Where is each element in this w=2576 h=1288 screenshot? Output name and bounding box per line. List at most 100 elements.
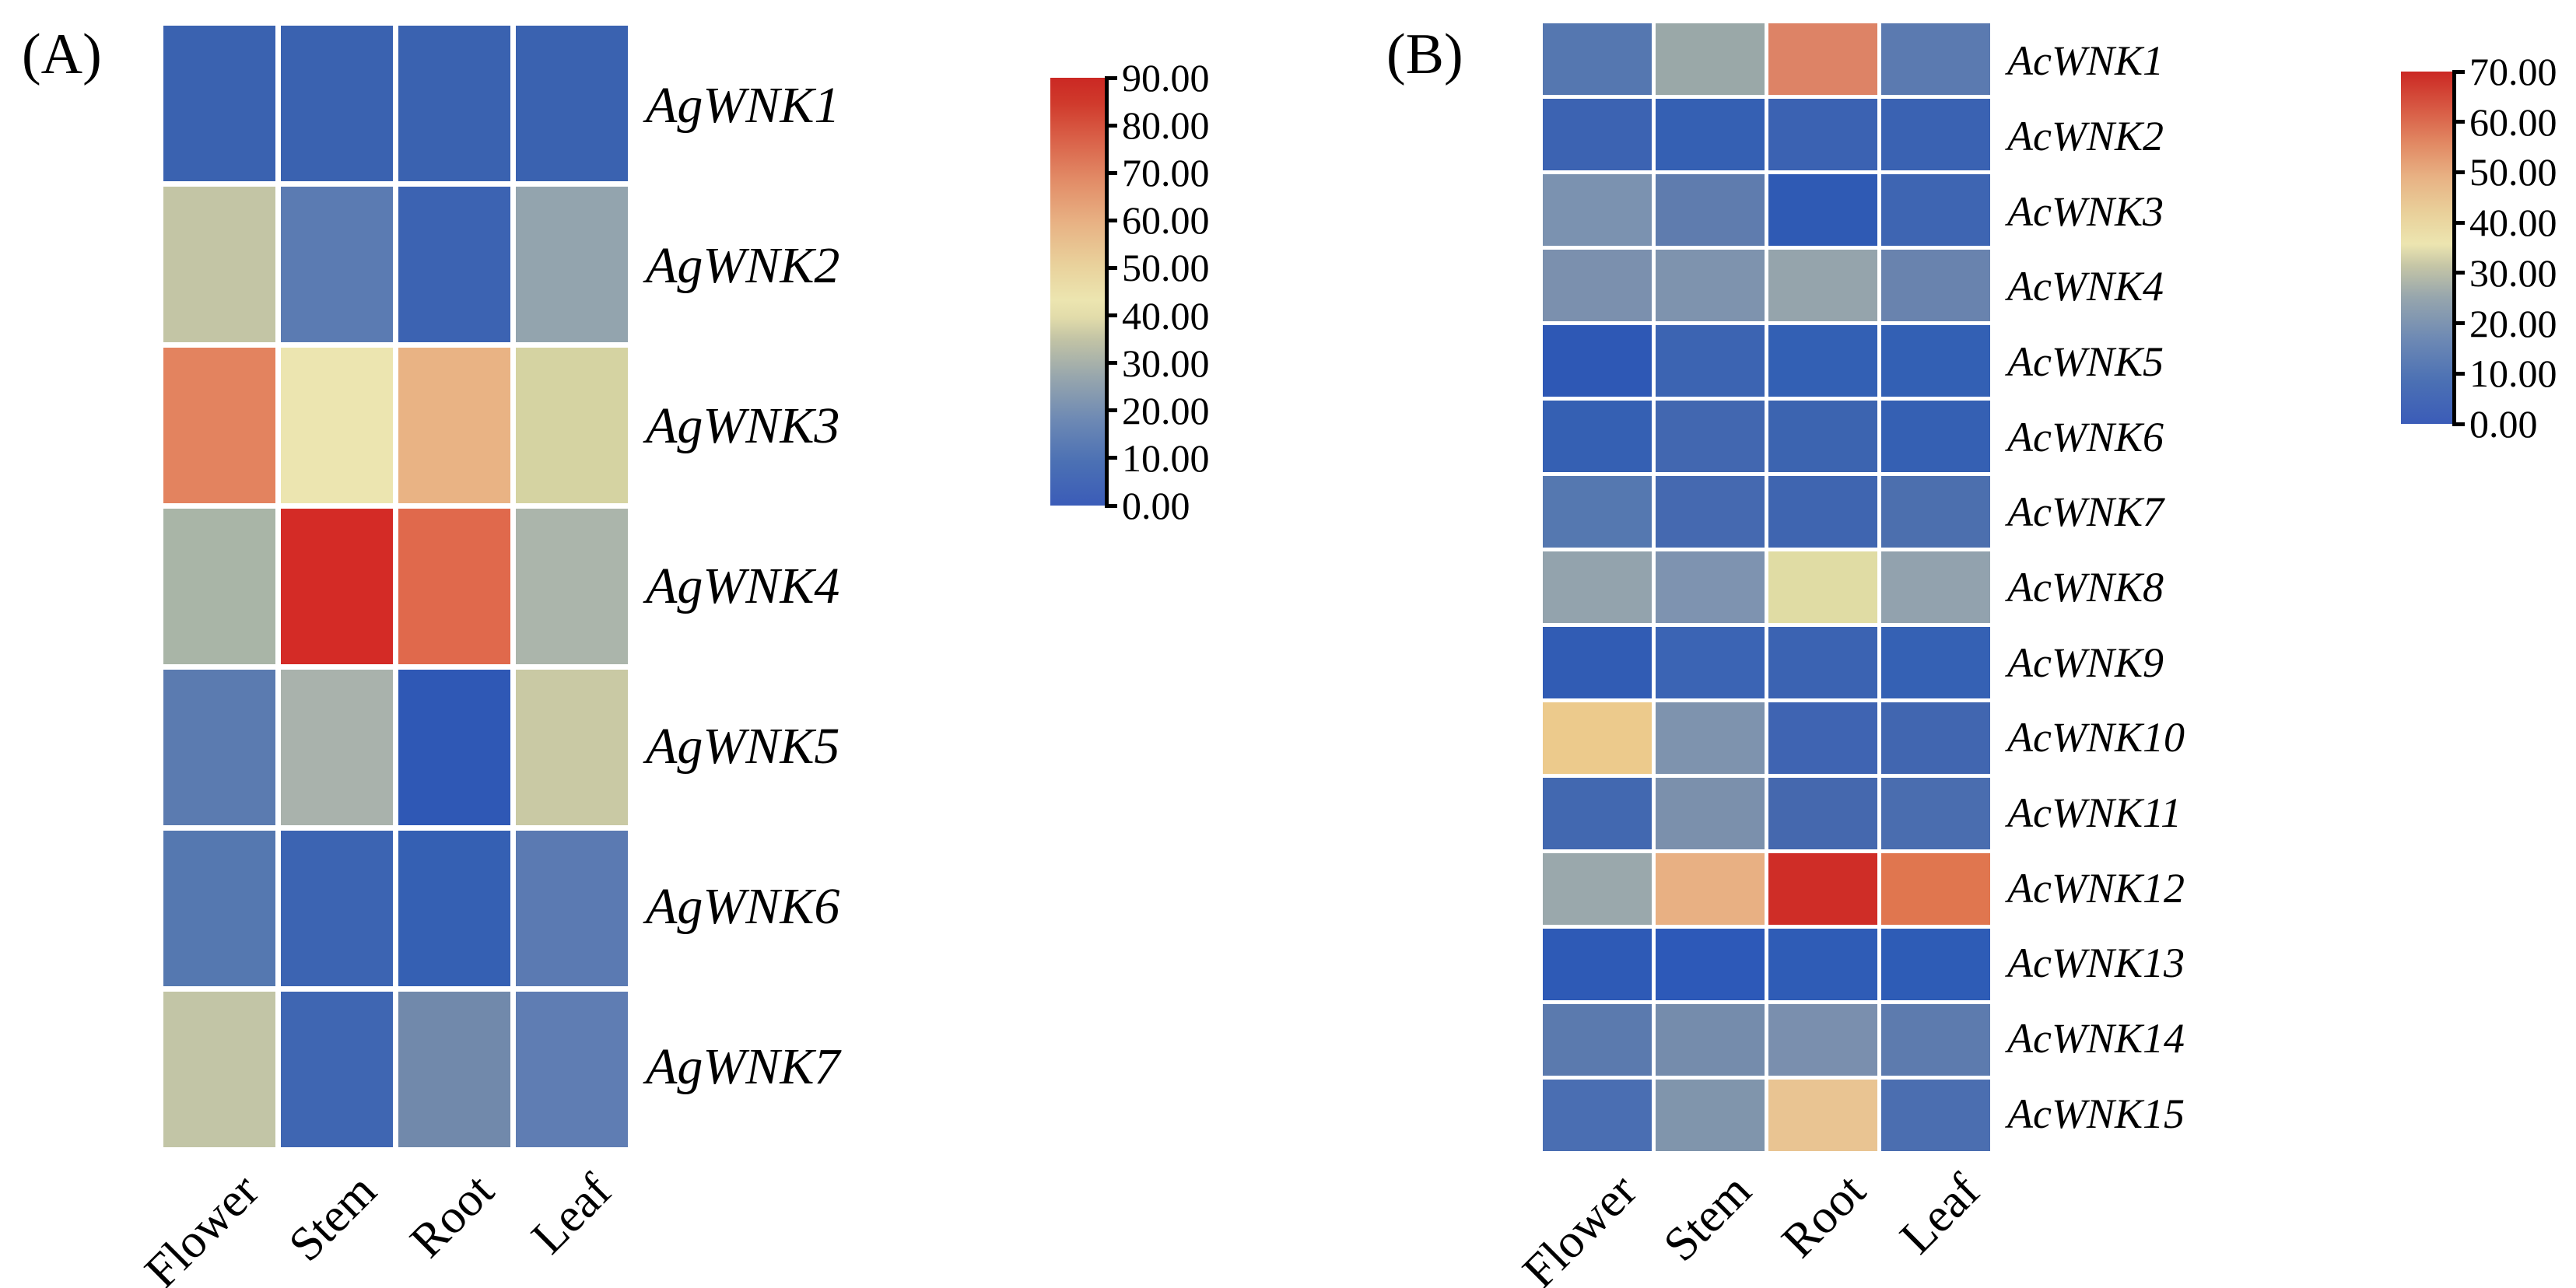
heatmap-cell-AcWNK5-Leaf bbox=[1881, 325, 1990, 397]
heatmap-cell-AcWNK4-Flower bbox=[1543, 250, 1652, 321]
tick-label: 80.00 bbox=[1122, 103, 1210, 148]
heatmap-cell-AcWNK9-Stem bbox=[1656, 627, 1765, 698]
tick-mark bbox=[1105, 123, 1117, 128]
colorbar-tick-0.00: 0.00 bbox=[2452, 404, 2538, 443]
row-label-AcWNK6: AcWNK6 bbox=[2007, 413, 2164, 460]
row-label-AgWNK7: AgWNK7 bbox=[646, 1038, 840, 1095]
colorbar-tick-30.00: 30.00 bbox=[2452, 254, 2557, 292]
heatmap-cell-AcWNK13-Leaf bbox=[1881, 929, 1990, 1000]
heatmap-cell-AcWNK3-Flower bbox=[1543, 174, 1652, 246]
colorbar-tick-70.00: 70.00 bbox=[1105, 153, 1210, 192]
heatmap-cell-AcWNK4-Stem bbox=[1656, 250, 1765, 321]
heatmap-cell-AgWNK3-Leaf bbox=[516, 348, 628, 503]
colorbar-tick-40.00: 40.00 bbox=[2452, 203, 2557, 242]
heatmap-cell-AgWNK1-Stem bbox=[281, 26, 393, 181]
tick-mark bbox=[2452, 371, 2465, 376]
panel-a-colorbar: 90.00 80.00 70.00 60.00 50.00 40.00 30.00 20.00… bbox=[1050, 58, 1210, 525]
tick-mark bbox=[1105, 456, 1117, 460]
colorbar-tick-60.00: 60.00 bbox=[2452, 103, 2557, 142]
tick-mark bbox=[2452, 170, 2465, 174]
panel-a-label: (A) bbox=[22, 23, 102, 86]
colorbar-tick-80.00: 80.00 bbox=[1105, 106, 1210, 145]
panel-a-gene-labels: AgWNK1 AgWNK2 AgWNK3 AgWNK4 AgWNK5 AgWNK6 AgWN… bbox=[646, 26, 839, 1147]
tick-mark bbox=[1105, 408, 1117, 413]
heatmap-cell-AgWNK4-Leaf bbox=[516, 509, 628, 664]
panel-a-heatmap-grid bbox=[163, 26, 628, 1147]
heatmap-cell-AcWNK7-Stem bbox=[1656, 476, 1765, 548]
heatmap-cell-AcWNK13-Stem bbox=[1656, 929, 1765, 1000]
heatmap-cell-AgWNK1-Flower bbox=[163, 26, 275, 181]
heatmap-cell-AcWNK4-Leaf bbox=[1881, 250, 1990, 321]
heatmap-cell-AgWNK5-Stem bbox=[281, 670, 393, 825]
heatmap-cell-AgWNK3-Root bbox=[398, 348, 510, 503]
heatmap-cell-AcWNK10-Root bbox=[1768, 702, 1877, 774]
heatmap-cell-AcWNK5-Root bbox=[1768, 325, 1877, 397]
heatmap-cell-AcWNK6-Flower bbox=[1543, 401, 1652, 472]
row-label-AcWNK7: AcWNK7 bbox=[2007, 488, 2164, 536]
heatmap-cell-AcWNK2-Stem bbox=[1656, 99, 1765, 170]
heatmap-cell-AcWNK8-Root bbox=[1768, 551, 1877, 623]
heatmap-cell-AcWNK7-Leaf bbox=[1881, 476, 1990, 548]
heatmap-cell-AgWNK4-Root bbox=[398, 509, 510, 664]
row-label-AcWNK15: AcWNK15 bbox=[2007, 1090, 2185, 1137]
colorbar-tick-10.00: 10.00 bbox=[1105, 439, 1210, 478]
heatmap-cell-AgWNK2-Stem bbox=[281, 187, 393, 342]
heatmap-cell-AcWNK12-Stem bbox=[1656, 853, 1765, 925]
tick-label: 40.00 bbox=[2469, 201, 2557, 245]
colorbar-tick-0.00: 0.00 bbox=[1105, 486, 1190, 525]
tick-label: 50.00 bbox=[1122, 246, 1210, 290]
heatmap-cell-AcWNK3-Stem bbox=[1656, 174, 1765, 246]
heatmap-cell-AcWNK10-Flower bbox=[1543, 702, 1652, 774]
heatmap-cell-AcWNK15-Stem bbox=[1656, 1080, 1765, 1151]
heatmap-cell-AgWNK4-Stem bbox=[281, 509, 393, 664]
tick-label: 0.00 bbox=[1122, 484, 1190, 527]
colorbar-tick-50.00: 50.00 bbox=[1105, 248, 1210, 287]
heatmap-cell-AcWNK8-Flower bbox=[1543, 551, 1652, 623]
heatmap-cell-AgWNK7-Root bbox=[398, 992, 510, 1147]
heatmap-cell-AcWNK14-Root bbox=[1768, 1004, 1877, 1076]
panel-b-heatmap-grid bbox=[1543, 23, 1990, 1151]
panel-a-colorbar-gradient bbox=[1050, 78, 1109, 506]
heatmap-cell-AcWNK12-Flower bbox=[1543, 853, 1652, 925]
tick-mark bbox=[1105, 75, 1117, 80]
heatmap-cell-AcWNK2-Root bbox=[1768, 99, 1877, 170]
row-label-AgWNK3: AgWNK3 bbox=[646, 397, 840, 454]
tick-label: 60.00 bbox=[1122, 198, 1210, 243]
tick-mark bbox=[1105, 218, 1117, 222]
colorbar-tick-60.00: 60.00 bbox=[1105, 201, 1210, 240]
heatmap-cell-AcWNK6-Leaf bbox=[1881, 401, 1990, 472]
row-label-AgWNK5: AgWNK5 bbox=[646, 718, 840, 775]
tick-mark bbox=[2452, 120, 2465, 124]
heatmap-cell-AcWNK6-Stem bbox=[1656, 401, 1765, 472]
heatmap-cell-AcWNK8-Leaf bbox=[1881, 551, 1990, 623]
heatmap-cell-AgWNK5-Root bbox=[398, 670, 510, 825]
heatmap-cell-AcWNK15-Flower bbox=[1543, 1080, 1652, 1151]
panel-a-colorbar-ticks: 90.00 80.00 70.00 60.00 50.00 40.00 30.00 20.00… bbox=[1105, 58, 1307, 525]
row-label-AcWNK2: AcWNK2 bbox=[2007, 113, 2164, 159]
tick-mark bbox=[2452, 422, 2465, 426]
heatmap-cell-AcWNK1-Flower bbox=[1543, 23, 1652, 95]
heatmap-cell-AcWNK14-Stem bbox=[1656, 1004, 1765, 1076]
tick-label: 20.00 bbox=[2469, 301, 2557, 345]
heatmap-cell-AcWNK1-Leaf bbox=[1881, 23, 1990, 95]
colorbar-tick-20.00: 20.00 bbox=[1105, 391, 1210, 430]
row-label-AgWNK6: AgWNK6 bbox=[646, 878, 840, 935]
row-label-AcWNK14: AcWNK14 bbox=[2007, 1015, 2185, 1062]
heatmap-cell-AcWNK10-Stem bbox=[1656, 702, 1765, 774]
heatmap-cell-AcWNK13-Root bbox=[1768, 929, 1877, 1000]
colorbar-tick-20.00: 20.00 bbox=[2452, 304, 2557, 343]
colorbar-tick-30.00: 30.00 bbox=[1105, 344, 1210, 383]
tick-label: 40.00 bbox=[1122, 293, 1210, 338]
colorbar-tick-50.00: 50.00 bbox=[2452, 152, 2557, 191]
row-label-AcWNK13: AcWNK13 bbox=[2007, 940, 2185, 987]
heatmap-cell-AcWNK5-Stem bbox=[1656, 325, 1765, 397]
tick-mark bbox=[2452, 271, 2465, 275]
heatmap-cell-AcWNK2-Leaf bbox=[1881, 99, 1990, 170]
row-label-AgWNK2: AgWNK2 bbox=[646, 237, 840, 294]
panel-b-colorbar: 70.00 60.00 50.00 40.00 30.00 20.00 10.00 0.00 bbox=[2401, 52, 2557, 443]
heatmap-cell-AgWNK7-Leaf bbox=[516, 992, 628, 1147]
row-label-AcWNK5: AcWNK5 bbox=[2007, 338, 2164, 386]
row-label-AcWNK9: AcWNK9 bbox=[2007, 639, 2164, 686]
heatmap-cell-AcWNK11-Leaf bbox=[1881, 778, 1990, 849]
panel-b-colorbar-gradient bbox=[2401, 72, 2456, 424]
